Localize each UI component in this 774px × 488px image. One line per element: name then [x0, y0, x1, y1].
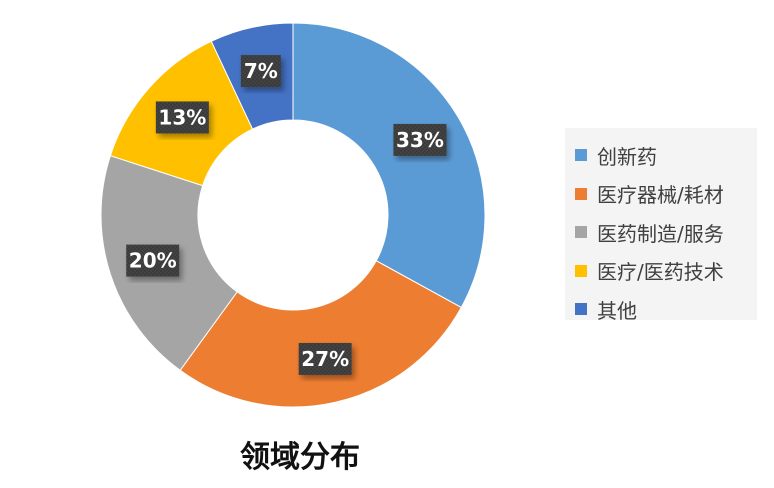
legend-item: 医疗/医药技术 — [575, 252, 757, 291]
data-label-text: 33% — [396, 128, 444, 152]
legend-item: 其他 — [575, 290, 757, 329]
legend-label: 医疗器械/耗材 — [597, 183, 724, 208]
data-label-box — [298, 342, 352, 375]
donut-slice — [179, 260, 462, 408]
legend-swatch — [575, 187, 587, 200]
data-label-box — [393, 123, 447, 156]
data-label-text: 20% — [129, 249, 177, 273]
chart-title: 领域分布 — [240, 440, 360, 475]
legend-swatch — [575, 149, 587, 162]
data-label-text: 27% — [301, 347, 349, 371]
data-label-box — [155, 101, 209, 134]
data-label: 13% — [155, 101, 209, 134]
donut-slice — [292, 22, 486, 309]
legend-label: 医疗/医药技术 — [597, 260, 724, 285]
legend-label: 其他 — [597, 298, 637, 323]
data-label: 7% — [240, 55, 281, 88]
legend-swatch — [575, 264, 587, 277]
data-label: 27% — [298, 342, 352, 375]
legend-item: 医疗器械/耗材 — [575, 175, 757, 214]
legend-swatch — [575, 303, 587, 316]
legend-item: 医药制造/服务 — [575, 213, 757, 252]
data-label: 20% — [126, 244, 180, 277]
data-label-box — [240, 55, 281, 88]
data-label-box — [126, 244, 180, 277]
legend-label: 医药制造/服务 — [597, 221, 724, 246]
legend-item: 创新药 — [575, 136, 757, 175]
legend-swatch — [575, 226, 587, 239]
chart-legend: 创新药医疗器械/耗材 医药制造/服务 医疗/医药技术 其他 — [565, 128, 757, 323]
data-label-text: 7% — [244, 59, 278, 83]
data-label: 33% — [393, 123, 447, 156]
legend-label: 创新药 — [597, 144, 657, 169]
data-label-text: 13% — [158, 105, 206, 129]
